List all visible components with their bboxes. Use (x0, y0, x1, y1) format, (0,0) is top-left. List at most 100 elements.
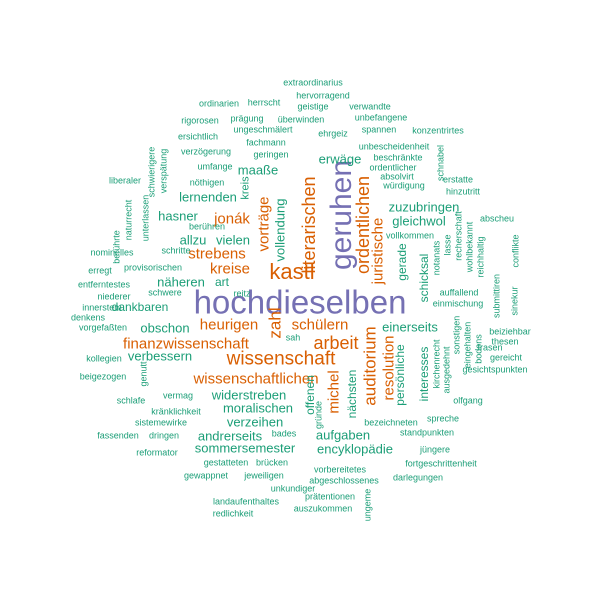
word: lasse (442, 234, 453, 256)
word: nöthigen (189, 177, 225, 188)
word: denkens (70, 312, 106, 323)
word: reichhaltig (475, 236, 486, 278)
word: heurigen (199, 316, 259, 334)
word: moralischen (222, 400, 294, 416)
word: fassenden (97, 430, 139, 441)
word: kreis (239, 176, 252, 200)
word: sonstigen (451, 315, 462, 355)
word: auszukommen (293, 503, 353, 514)
word: prätentionen (304, 491, 356, 502)
word: ehrgeiz (318, 128, 348, 139)
word: ordinarien (198, 98, 240, 109)
word: verzögerung (180, 146, 232, 157)
word: hochdieselben (193, 283, 407, 321)
word: ungeme (362, 488, 373, 522)
word: konzentrirtes (412, 125, 464, 136)
word: beiziehbar (489, 326, 531, 337)
word: nächsten (345, 369, 359, 419)
word: juristische (369, 217, 387, 285)
word: kirchenrecht (431, 339, 442, 389)
word: darlegungen (392, 472, 444, 483)
word: kreise (209, 260, 251, 278)
word: kränklichkeit (151, 406, 201, 417)
word: wissenschaft (226, 348, 336, 370)
word: fachmann (246, 137, 286, 148)
word: reformator (136, 447, 178, 458)
word: unterlassen (140, 194, 151, 242)
word: schlafe (116, 395, 146, 406)
word: schicksal (417, 253, 431, 303)
word: finanzwissenschaft (123, 335, 249, 353)
word: reitz (233, 288, 251, 299)
word: unbefangene (354, 112, 408, 123)
word: ungeschmälert (233, 124, 293, 135)
word: dringen (148, 430, 180, 441)
word: erregt (88, 265, 112, 276)
word: ausgedehnt (441, 346, 452, 394)
word: art (214, 275, 230, 289)
word: verzeihen (226, 414, 284, 430)
word: auffallend (439, 287, 479, 298)
word: widerstreben (211, 387, 287, 403)
word: strebens (188, 245, 246, 263)
word: extraordinarius (283, 77, 343, 88)
word: rigorosen (181, 115, 219, 126)
word: unbescheidenheit (358, 141, 430, 152)
word: prägung (230, 113, 264, 124)
word: verbessern (127, 348, 193, 364)
word: spannen (361, 124, 397, 135)
word: gründe (313, 400, 324, 430)
word: schritte (161, 245, 191, 256)
word: eingehalten (462, 321, 473, 369)
word: abgeschlossenes (309, 475, 379, 486)
word: vorbereitetes (313, 464, 367, 475)
word: jeweiligen (244, 470, 284, 481)
word: persönliche (393, 344, 407, 406)
word: unkundiger (270, 483, 316, 494)
word: hervorragend (296, 90, 350, 101)
word: michel (325, 370, 343, 414)
word: jonák (214, 210, 250, 228)
word: hinzutritt (445, 186, 481, 197)
word: auditorium (360, 326, 380, 406)
word: standpunkten (399, 427, 455, 438)
word: gleichwol (392, 213, 446, 229)
word: schwere (148, 287, 182, 298)
word: geringen (253, 149, 289, 160)
word: hasner (158, 208, 198, 224)
word: näheren (157, 274, 205, 290)
word: vollkommen (385, 230, 435, 241)
word: nominelles (90, 247, 134, 258)
word: obschon (140, 320, 190, 336)
word: olfgang (453, 395, 483, 406)
word: andrerseits (197, 428, 263, 444)
word: schnabel (435, 144, 446, 182)
word: sommersemester (194, 440, 296, 456)
word: liberaler (108, 175, 142, 186)
word: erstatte (442, 174, 474, 185)
word: überwinden (277, 114, 325, 125)
word: naturrecht (123, 199, 134, 241)
word: spreche (426, 413, 460, 424)
word: beigezogen (79, 371, 127, 382)
word: sinekur (509, 286, 520, 316)
word: sistemewirke (134, 417, 188, 428)
word: würdigung (383, 180, 425, 191)
word: entferntestes (77, 279, 131, 290)
word: conflikte (510, 234, 521, 268)
word: interesses (417, 346, 431, 402)
word: thesen (491, 336, 519, 347)
word: wohlbekannt (464, 221, 475, 273)
word: erwäge (318, 151, 362, 167)
word: vielen (216, 232, 250, 248)
word: genutt (138, 361, 149, 387)
word: sah (285, 332, 301, 343)
word: schülern (291, 316, 349, 334)
word: vorträge (255, 196, 273, 252)
word: abscheu (479, 213, 515, 224)
word: berühren (188, 221, 226, 232)
word: gesichtspunkten (462, 364, 528, 375)
word: bades (271, 428, 297, 439)
word: ersichtlich (177, 131, 219, 142)
word: innerstem (82, 302, 122, 313)
